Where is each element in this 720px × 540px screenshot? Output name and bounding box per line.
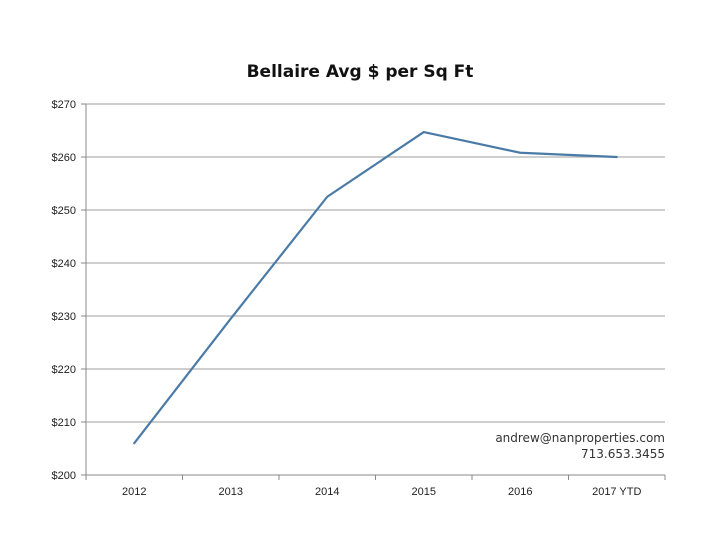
y-tick-label: $220 <box>52 364 76 376</box>
x-tick-label: 2016 <box>508 486 532 498</box>
chart-title: Bellaire Avg $ per Sq Ft <box>246 62 474 82</box>
y-tick-label: $270 <box>52 99 76 111</box>
x-tick-label: 2017 YTD <box>592 486 641 498</box>
y-tick-label: $260 <box>52 152 76 164</box>
x-tick-label: 2013 <box>219 486 243 498</box>
x-tick-label: 2014 <box>315 486 339 498</box>
y-axis-ticks: $200 $210 $220 $230 $240 $250 $260 $270 <box>52 99 86 482</box>
x-tick-label: 2015 <box>412 486 436 498</box>
y-tick-label: $210 <box>52 417 76 429</box>
series-line <box>133 130 618 445</box>
y-tick-label: $200 <box>52 470 76 482</box>
gridlines <box>86 103 665 423</box>
series <box>133 130 618 445</box>
contact-phone: 713.653.3455 <box>581 447 665 461</box>
x-axis-ticks: 2012 2013 2014 2015 2016 2017 YTD <box>85 475 666 498</box>
y-tick-label: $250 <box>52 205 76 217</box>
contact-email: andrew@nanproperties.com <box>495 431 665 445</box>
x-tick-label: 2012 <box>122 486 146 498</box>
y-tick-label: $230 <box>52 311 76 323</box>
y-tick-label: $240 <box>52 258 76 270</box>
axes <box>85 104 665 476</box>
